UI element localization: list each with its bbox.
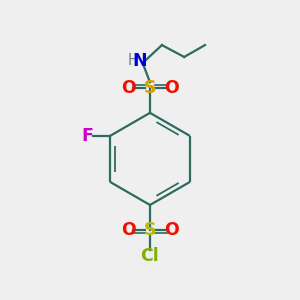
Text: S: S (144, 221, 156, 239)
Text: S: S (144, 79, 156, 97)
Text: O: O (164, 79, 179, 97)
Text: O: O (164, 221, 179, 239)
Text: H: H (128, 53, 139, 68)
Text: O: O (121, 79, 136, 97)
Text: F: F (82, 127, 94, 145)
Text: Cl: Cl (141, 247, 159, 265)
Text: N: N (132, 52, 147, 70)
Text: O: O (121, 221, 136, 239)
